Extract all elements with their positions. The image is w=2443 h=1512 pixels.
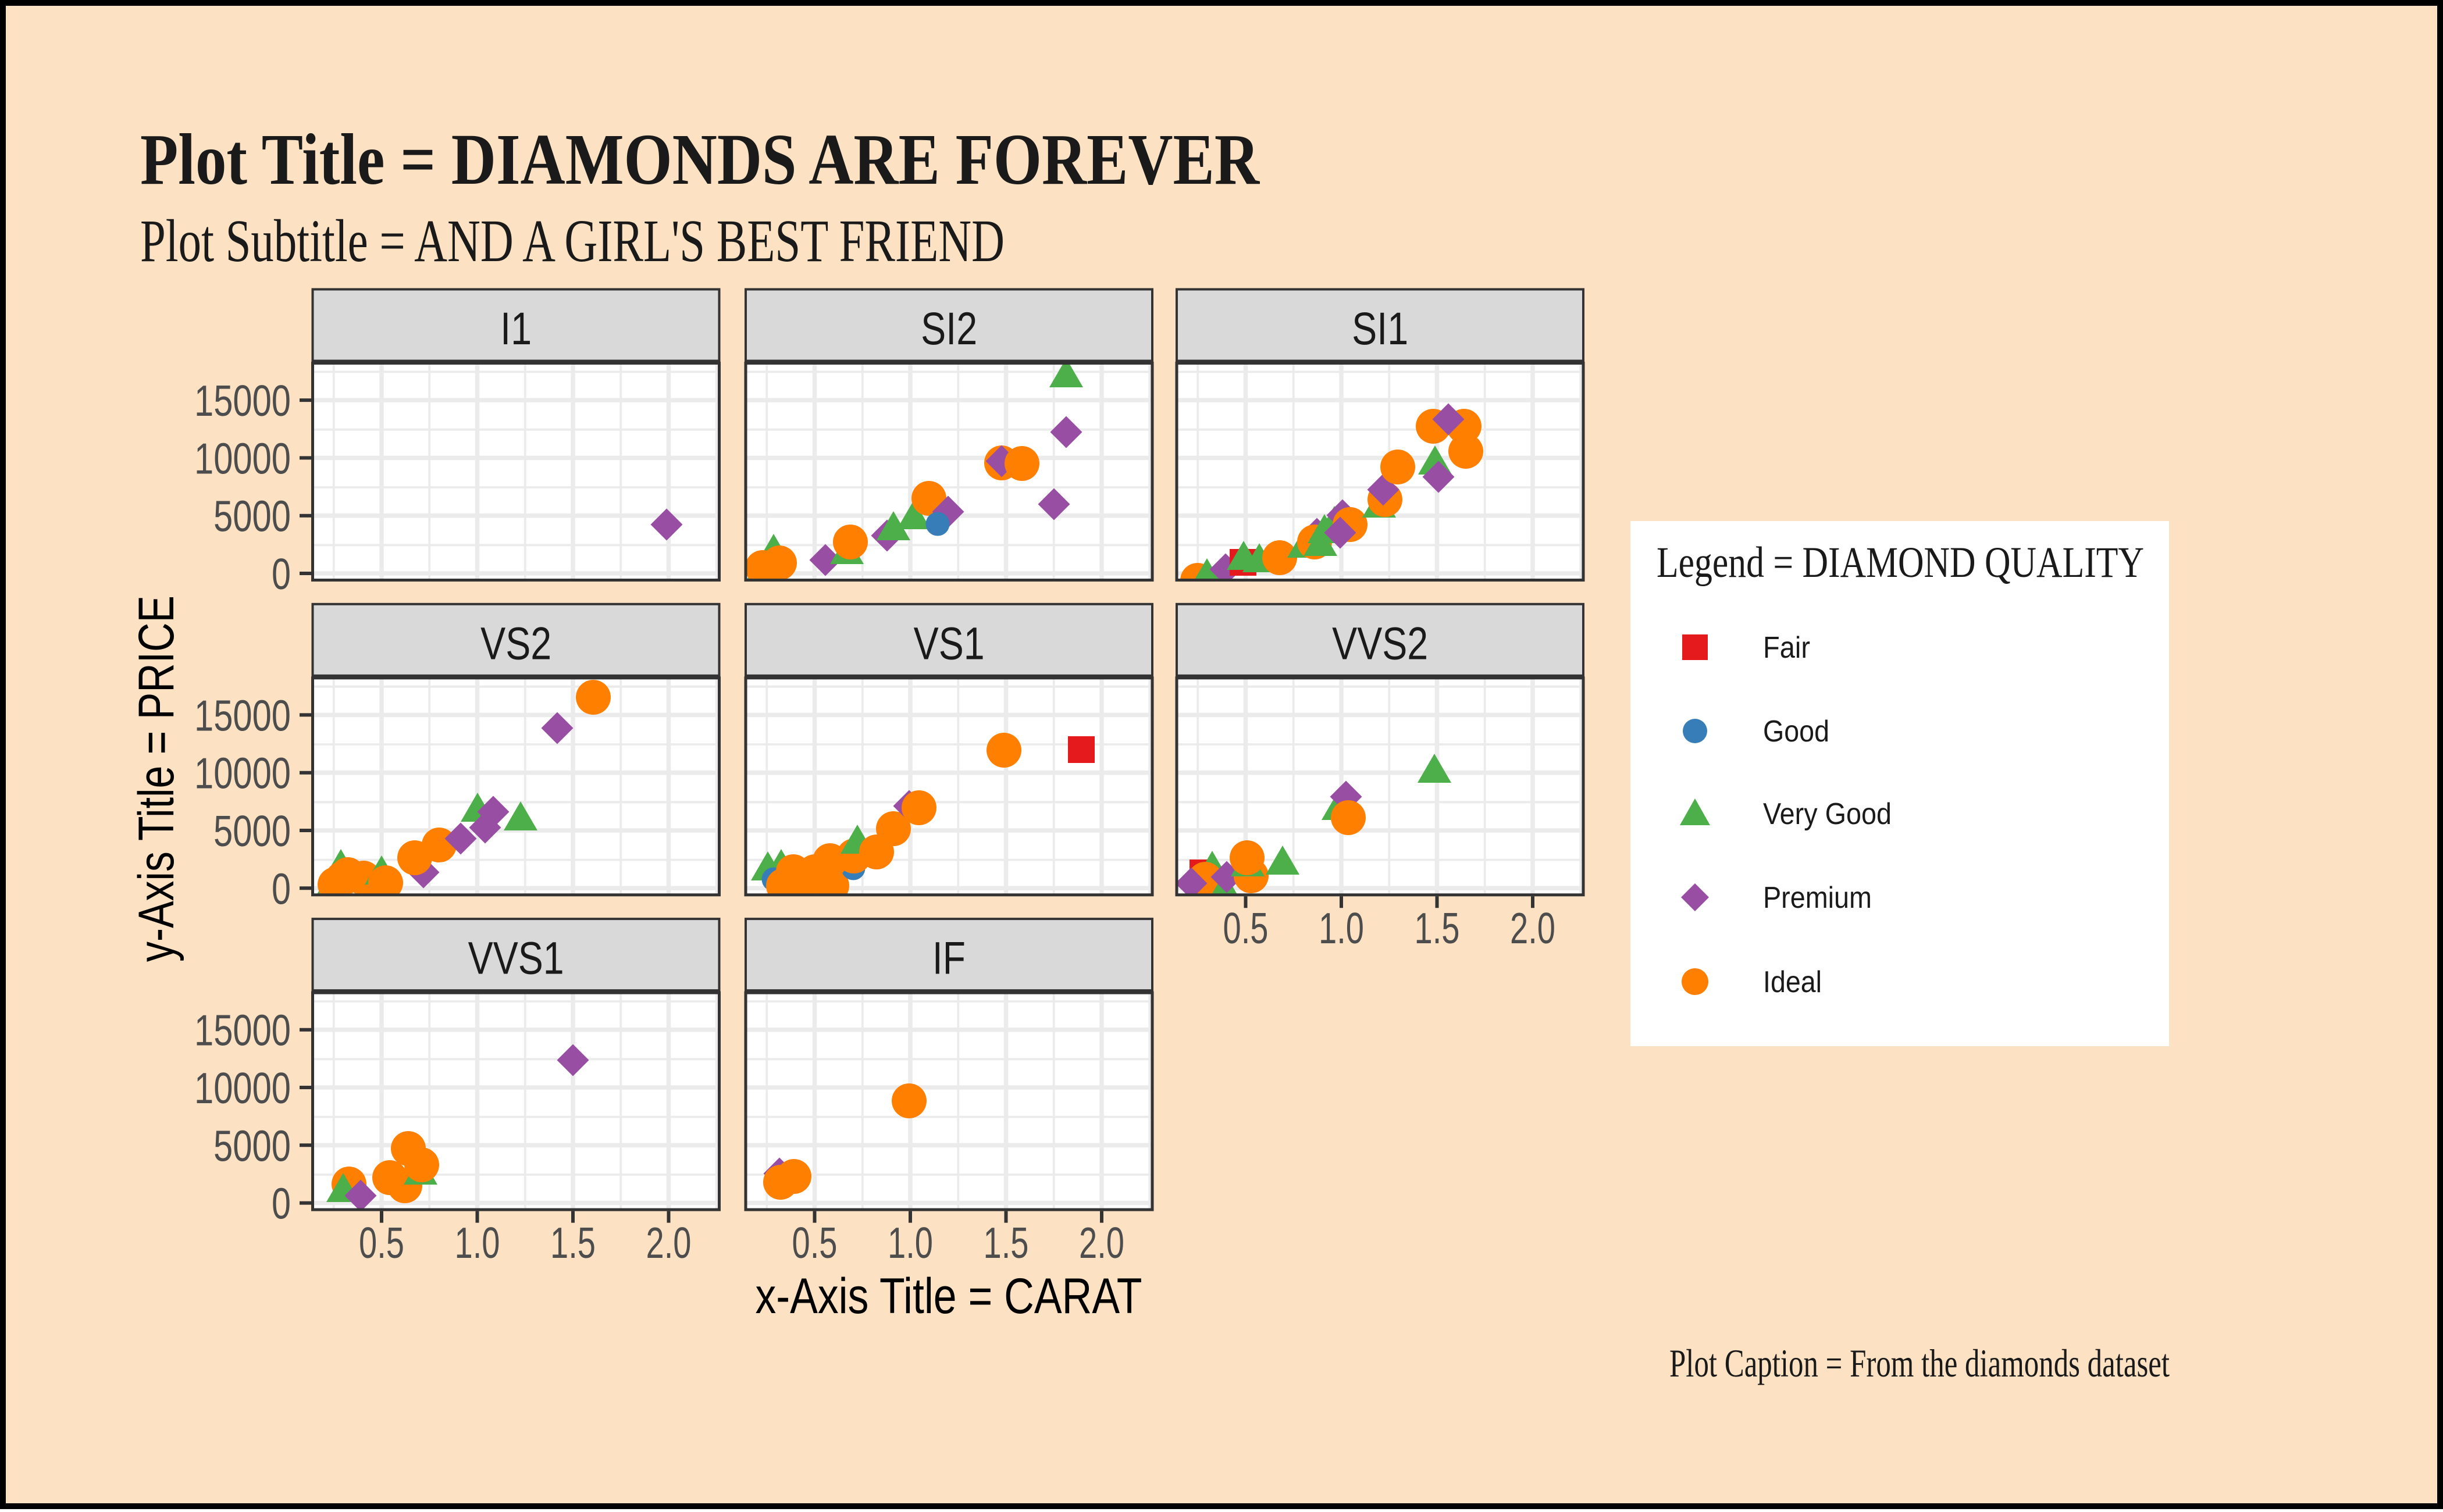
svg-text:VVS1: VVS1 <box>468 932 564 984</box>
svg-text:Very Good: Very Good <box>1763 797 1892 831</box>
svg-text:Plot Title = DIAMONDS ARE FORE: Plot Title = DIAMONDS ARE FOREVER <box>140 120 1260 200</box>
svg-text:2.0: 2.0 <box>1079 1218 1124 1267</box>
svg-text:15000: 15000 <box>194 691 291 740</box>
svg-text:5000: 5000 <box>213 807 291 855</box>
svg-text:SI2: SI2 <box>921 302 977 354</box>
svg-text:Premium: Premium <box>1763 881 1872 915</box>
svg-text:VS2: VS2 <box>480 617 551 669</box>
svg-text:Fair: Fair <box>1763 631 1810 665</box>
svg-text:Good: Good <box>1763 715 1829 748</box>
svg-text:Legend = DIAMOND QUALITY: Legend = DIAMOND QUALITY <box>1657 539 2144 587</box>
svg-text:Plot Caption = From the diamon: Plot Caption = From the diamonds dataset <box>1669 1341 2170 1385</box>
svg-text:0: 0 <box>272 864 291 913</box>
svg-text:5000: 5000 <box>213 1121 291 1170</box>
svg-text:10000: 10000 <box>194 1064 291 1112</box>
svg-text:I1: I1 <box>500 302 532 354</box>
svg-text:0: 0 <box>272 550 291 598</box>
svg-text:x-Axis Title = CARAT: x-Axis Title = CARAT <box>756 1268 1142 1324</box>
svg-text:10000: 10000 <box>194 434 291 483</box>
svg-text:5000: 5000 <box>213 492 291 541</box>
svg-text:0: 0 <box>272 1179 291 1228</box>
svg-text:1.5: 1.5 <box>550 1218 596 1267</box>
svg-text:Plot Subtitle = AND A GIRL'S B: Plot Subtitle = AND A GIRL'S BEST FRIEND <box>140 208 1005 274</box>
svg-text:VVS2: VVS2 <box>1332 617 1428 669</box>
svg-text:1.0: 1.0 <box>455 1218 500 1267</box>
svg-text:IF: IF <box>932 932 966 984</box>
svg-text:1.5: 1.5 <box>1415 904 1460 953</box>
svg-text:1.0: 1.0 <box>1319 904 1364 953</box>
svg-text:1.5: 1.5 <box>984 1218 1029 1267</box>
svg-text:2.0: 2.0 <box>1510 904 1555 953</box>
svg-text:Ideal: Ideal <box>1763 965 1822 999</box>
svg-text:10000: 10000 <box>194 749 291 798</box>
svg-text:VS1: VS1 <box>914 617 985 669</box>
svg-text:0.5: 0.5 <box>359 1218 404 1267</box>
svg-text:0.5: 0.5 <box>1223 904 1269 953</box>
svg-text:1.0: 1.0 <box>888 1218 933 1267</box>
svg-text:SI1: SI1 <box>1352 302 1408 354</box>
svg-text:y-Axis Title = PRICE: y-Axis Title = PRICE <box>129 595 184 962</box>
svg-text:15000: 15000 <box>194 376 291 425</box>
svg-text:2.0: 2.0 <box>646 1218 692 1267</box>
svg-text:15000: 15000 <box>194 1006 291 1055</box>
svg-text:0.5: 0.5 <box>792 1218 838 1267</box>
